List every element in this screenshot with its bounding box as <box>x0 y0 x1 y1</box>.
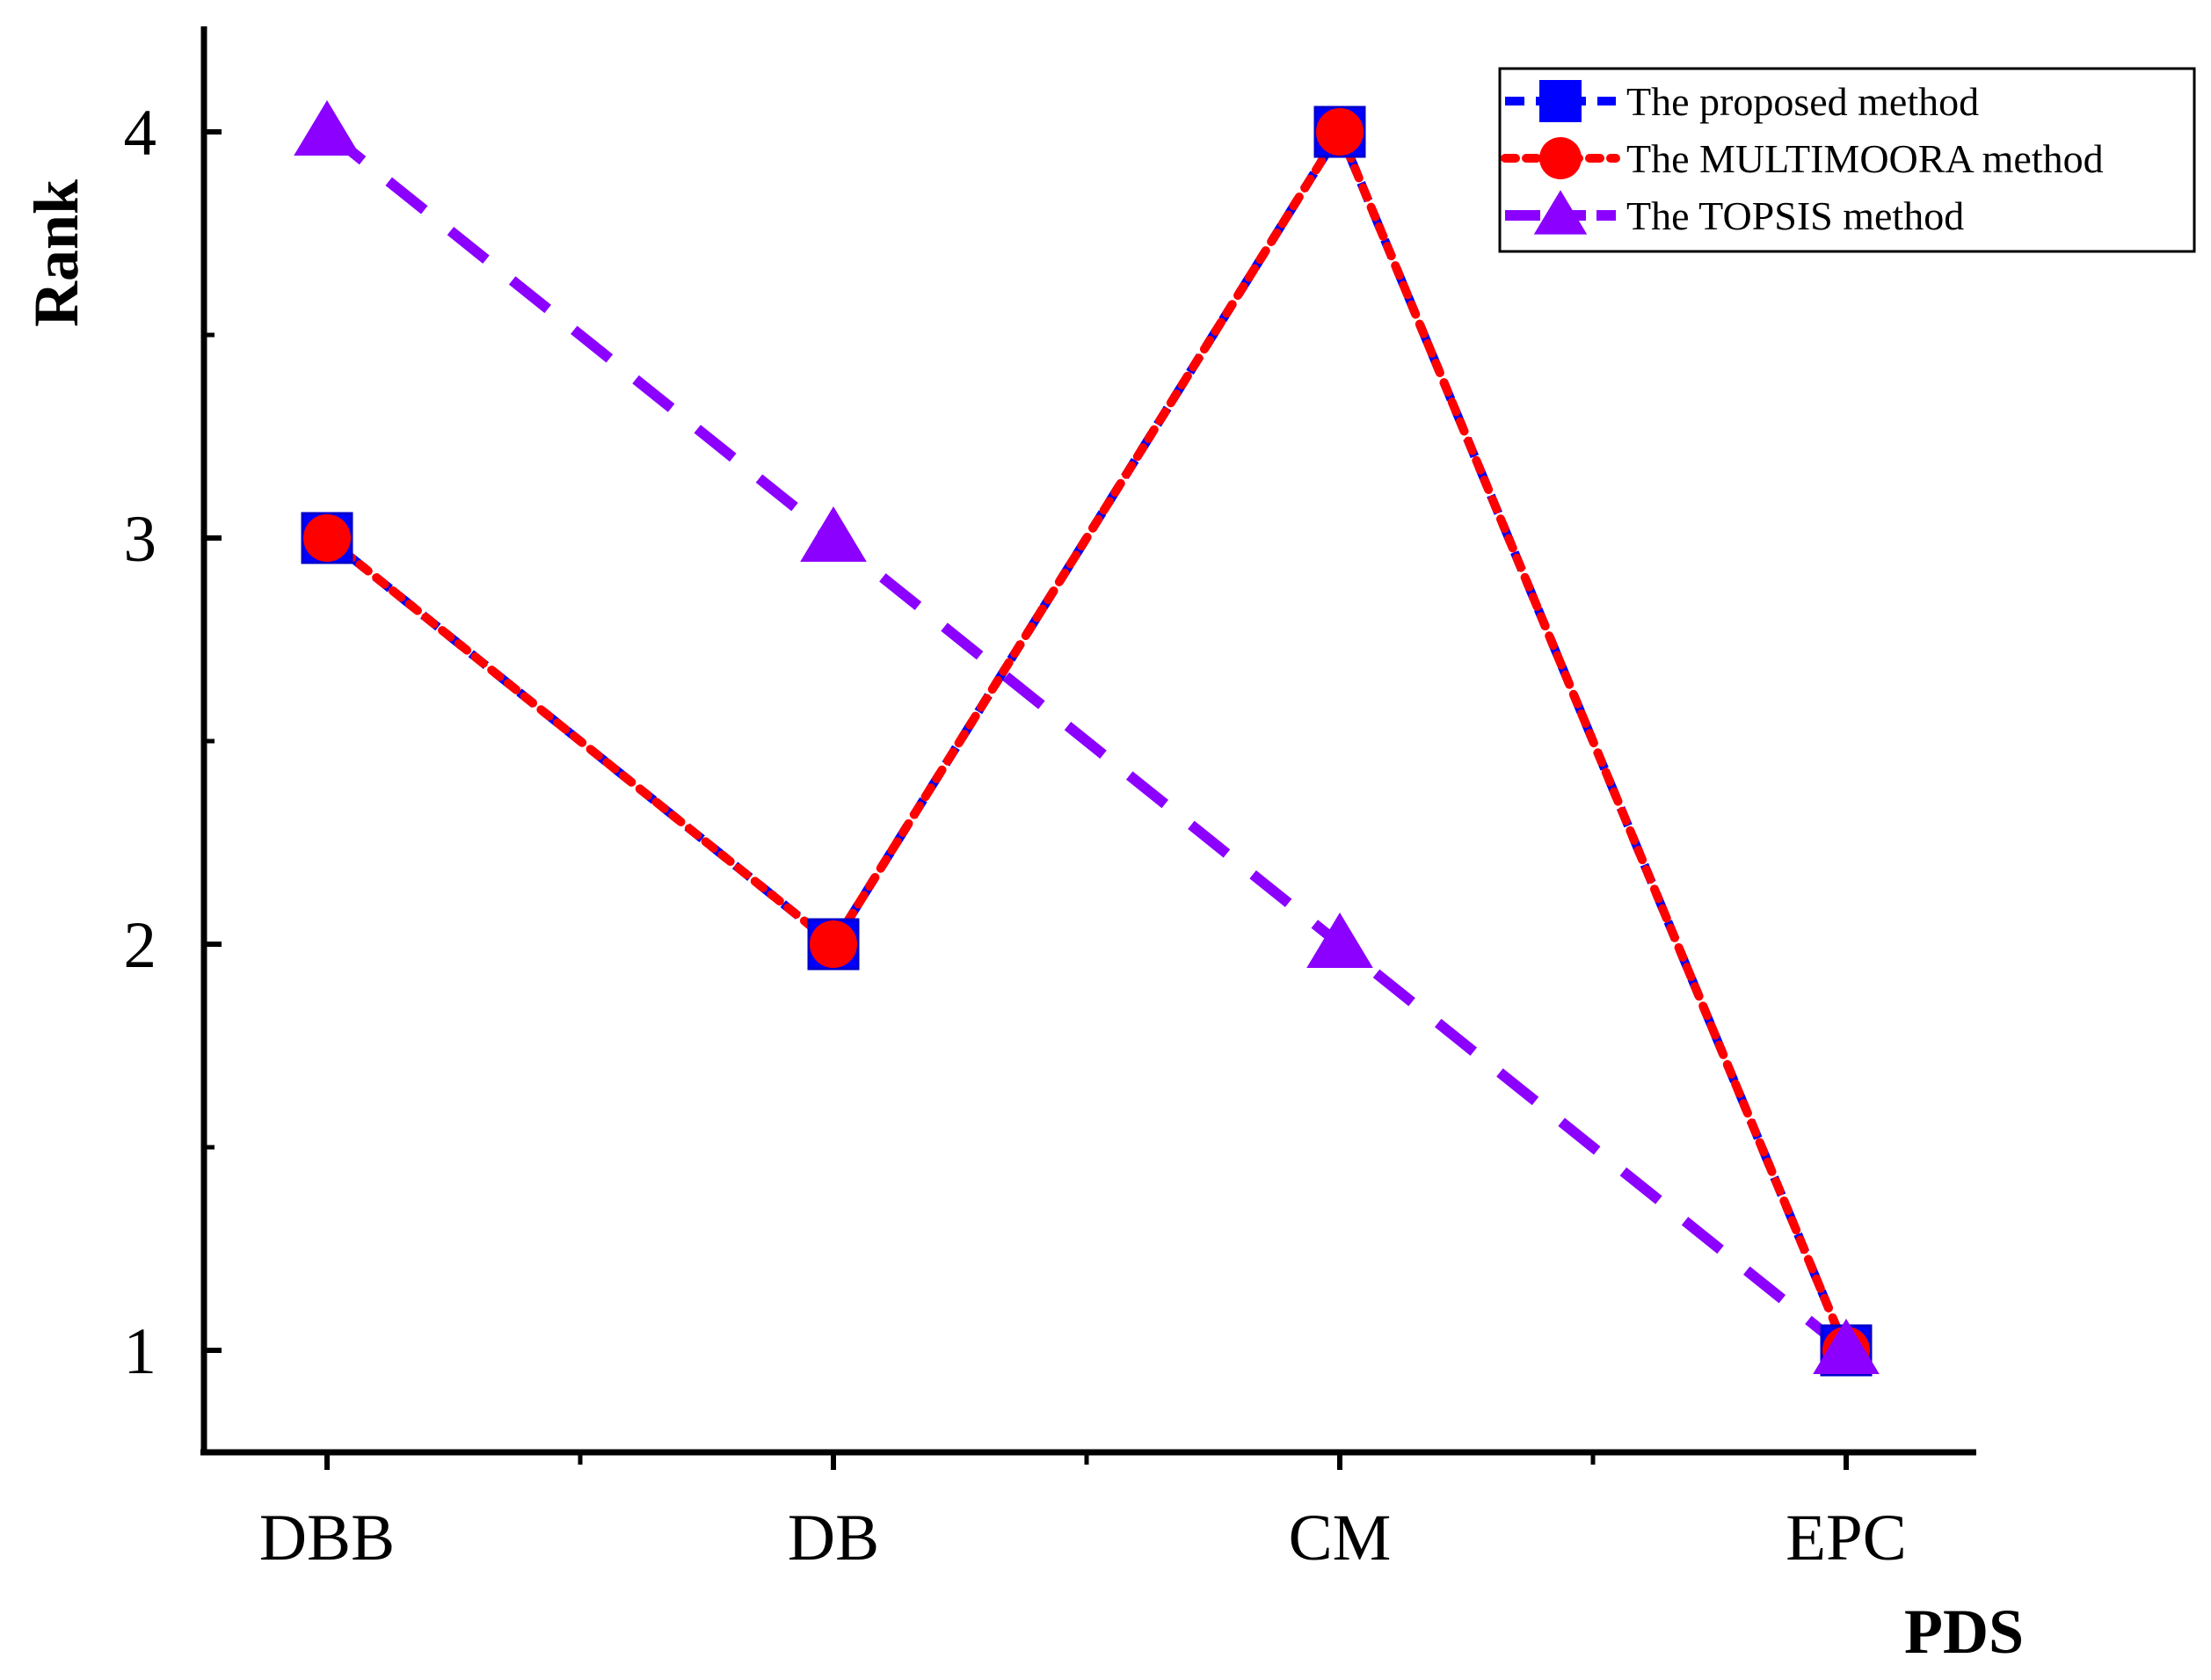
data-point-circle <box>1316 108 1364 156</box>
legend-marker-circle <box>1539 137 1582 179</box>
series-layer <box>294 100 1880 1377</box>
y-axis-title: Rank <box>21 179 91 327</box>
y-tick-label: 3 <box>124 503 157 576</box>
y-tick-label: 2 <box>124 909 157 982</box>
data-point-circle <box>810 920 857 968</box>
x-tick-label: CM <box>1289 1502 1392 1575</box>
legend: The proposed method The MULTIMOORA method… <box>1498 67 2196 253</box>
x-tick-label: DBB <box>259 1502 395 1575</box>
data-point-triangle <box>1813 1319 1880 1374</box>
y-tick-label: 4 <box>124 97 157 170</box>
x-tick-label: DB <box>788 1502 879 1575</box>
legend-label: The proposed method <box>1626 79 1979 124</box>
x-axis-title: PDS <box>1904 1596 2024 1667</box>
data-point-triangle <box>800 506 867 562</box>
data-point-triangle <box>1306 913 1373 968</box>
data-point-triangle <box>294 100 360 156</box>
legend-marker-triangle <box>1533 190 1588 235</box>
legend-marker-square <box>1539 80 1582 122</box>
ticks-layer: 1 2 3 4 DBB DB CM EPC <box>124 97 1907 1575</box>
legend-label: The MULTIMOORA method <box>1626 136 2104 181</box>
y-tick-label: 1 <box>124 1315 157 1388</box>
data-point-circle <box>303 514 351 562</box>
series-line-circle <box>323 122 1851 1355</box>
series-line-triangle <box>324 127 1850 1355</box>
legend-label: The TOPSIS method <box>1626 193 1964 238</box>
x-tick-label: EPC <box>1786 1502 1907 1575</box>
